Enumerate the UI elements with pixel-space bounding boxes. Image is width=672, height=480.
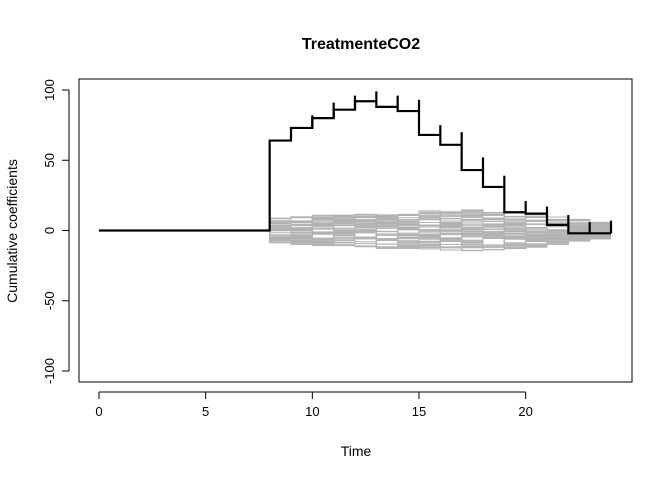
x-tick-label: 5	[202, 404, 209, 419]
y-tick-label: 50	[42, 153, 57, 167]
x-axis-label: Time	[341, 443, 372, 459]
x-axis: 0 5 10 15 20	[95, 391, 533, 419]
x-tick-label: 0	[95, 404, 102, 419]
chart-title: TreatmenteCO2	[302, 36, 420, 53]
plot-frame	[78, 78, 633, 383]
y-axis-label: Cumulative coefficients	[4, 159, 20, 303]
observed-step-line	[99, 100, 611, 235]
y-tick-label: -100	[42, 358, 57, 384]
observed-path	[99, 91, 613, 235]
simulated-path-line	[99, 217, 611, 248]
y-tick-label: 0	[42, 227, 57, 234]
y-axis: -100 -50 0 50 100	[42, 79, 70, 384]
x-tick-label: 15	[412, 404, 426, 419]
simulated-path-line	[99, 215, 611, 251]
simulated-paths	[99, 209, 611, 252]
y-tick-label: 100	[42, 79, 57, 101]
x-tick-label: 20	[518, 404, 532, 419]
x-tick-label: 10	[305, 404, 319, 419]
y-tick-label: -50	[42, 291, 57, 310]
